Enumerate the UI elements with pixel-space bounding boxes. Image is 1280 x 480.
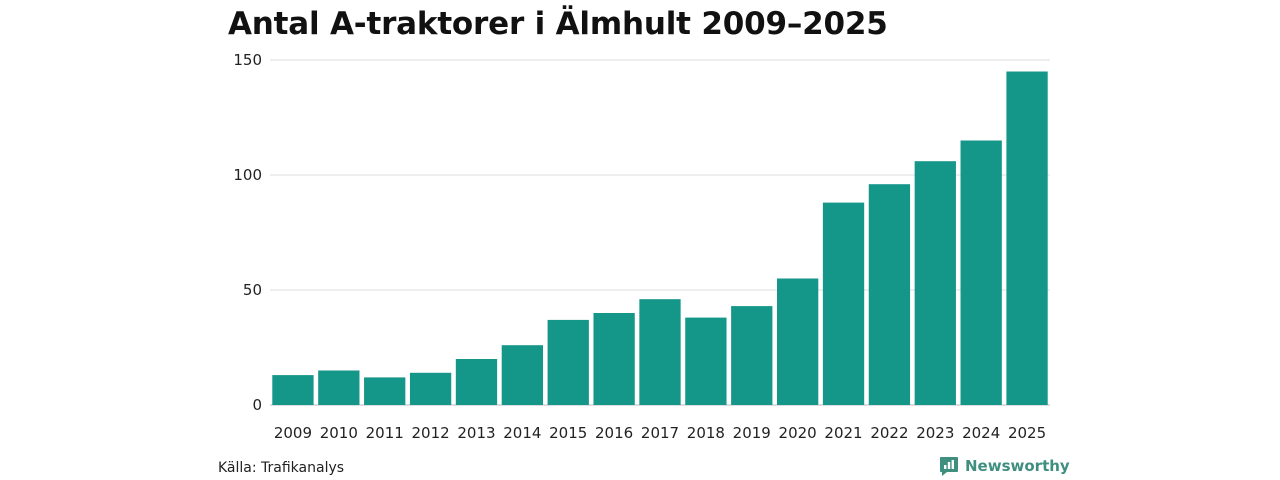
x-tick-label: 2024	[962, 424, 1000, 442]
x-tick-label: 2015	[549, 424, 587, 442]
x-tick-label: 2019	[733, 424, 771, 442]
x-tick-label: 2020	[779, 424, 817, 442]
bar-2016	[593, 313, 635, 405]
bar-2011	[364, 377, 406, 405]
bar-2017	[639, 299, 681, 405]
x-tick-label: 2022	[870, 424, 908, 442]
y-axis-ticks: 0 50 100 150	[233, 51, 262, 414]
newsworthy-logo-icon	[940, 457, 958, 476]
bar-2018	[685, 317, 727, 405]
bar-2010	[318, 370, 360, 405]
y-tick-label: 50	[243, 281, 262, 299]
bars	[272, 71, 1048, 405]
x-tick-label: 2017	[641, 424, 679, 442]
x-tick-label: 2023	[916, 424, 954, 442]
bar-2020	[777, 278, 819, 405]
bar-2022	[868, 184, 911, 405]
bar-2015	[547, 319, 589, 405]
y-tick-label: 0	[252, 396, 262, 414]
brand-logo: Newsworthy	[939, 456, 1070, 476]
bar-2013	[455, 359, 498, 405]
x-tick-label: 2012	[411, 424, 449, 442]
bar-2023	[914, 161, 956, 405]
bar-2012	[409, 372, 452, 405]
chart-title: Antal A-traktorer i Älmhult 2009–2025	[228, 6, 888, 42]
x-tick-label: 2018	[687, 424, 725, 442]
x-tick-label: 2010	[320, 424, 358, 442]
x-tick-label: 2009	[274, 424, 312, 442]
source-note: Källa: Trafikanalys	[218, 460, 345, 476]
bar-2019	[731, 306, 773, 405]
bar-2021	[822, 202, 865, 405]
x-axis-ticks: 2009 2010 2011 2012 2013 2014 2015 2016 2017 2018…	[274, 424, 1046, 442]
x-tick-label: 2013	[457, 424, 495, 442]
x-tick-label: 2025	[1008, 424, 1046, 442]
y-tick-label: 100	[233, 166, 262, 184]
x-tick-label: 2011	[366, 424, 404, 442]
x-tick-label: 2021	[824, 424, 862, 442]
x-tick-label: 2016	[595, 424, 633, 442]
x-tick-label: 2014	[503, 424, 541, 442]
brand-name: Newsworthy	[965, 457, 1070, 475]
y-tick-label: 150	[233, 51, 262, 69]
bar-2025	[1006, 71, 1048, 405]
bar-2024	[960, 140, 1002, 405]
bar-2009	[272, 375, 314, 405]
bar-2014	[501, 345, 543, 405]
